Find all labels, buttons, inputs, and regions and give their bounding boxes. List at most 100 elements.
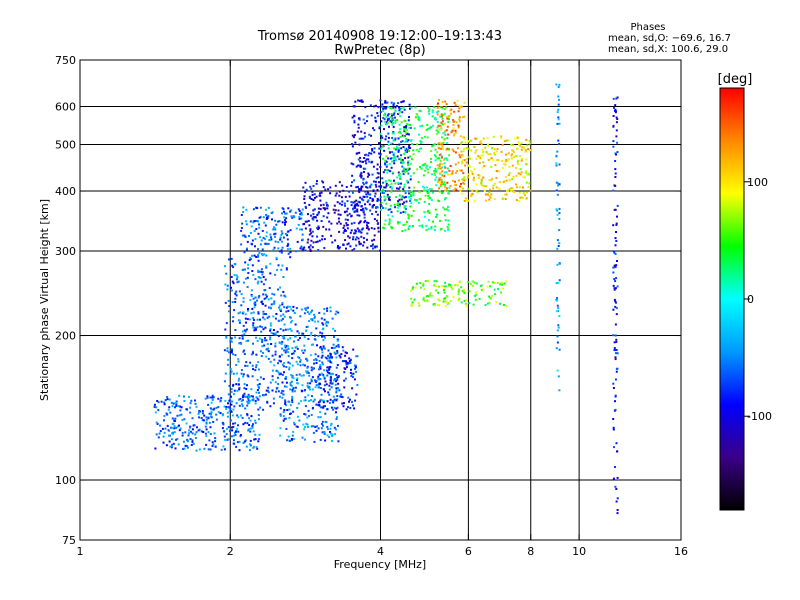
echo-point [321, 322, 324, 325]
echo-point [463, 299, 466, 302]
echo-point [172, 432, 175, 435]
echo-point [460, 141, 463, 144]
echo-point [373, 218, 376, 221]
echo-point [351, 174, 354, 177]
echo-point [373, 105, 376, 108]
echo-point [476, 149, 478, 152]
echo-point [428, 202, 431, 205]
echo-point [233, 389, 236, 392]
echo-point [267, 386, 270, 389]
echo-point [315, 380, 318, 383]
echo-point [304, 438, 306, 441]
echo-point [230, 370, 233, 373]
echo-point [261, 338, 264, 341]
echo-point [322, 405, 325, 408]
echo-point [228, 310, 231, 313]
echo-point [266, 216, 268, 219]
echo-point [243, 440, 246, 443]
echo-point [557, 118, 560, 121]
echo-point [555, 208, 558, 211]
echo-point [428, 108, 431, 111]
echo-point [449, 284, 452, 286]
echo-point [556, 304, 559, 307]
echo-point [254, 402, 257, 405]
echo-point [261, 273, 264, 276]
echo-point [355, 236, 358, 239]
echo-point [340, 353, 343, 356]
echo-point [362, 209, 365, 212]
echo-point [403, 135, 406, 137]
echo-point [342, 227, 345, 229]
echo-point [381, 177, 384, 180]
echo-point [252, 368, 255, 371]
echo-point [279, 373, 282, 375]
echo-point [312, 216, 315, 219]
echo-point [269, 233, 272, 236]
echo-point [380, 124, 383, 127]
echo-point [153, 405, 156, 408]
echo-point [323, 431, 326, 434]
echo-point [418, 304, 421, 307]
echo-point [251, 426, 254, 429]
echo-point [333, 204, 336, 207]
echo-point [219, 412, 222, 415]
echo-point [317, 207, 320, 210]
echo-point [170, 446, 173, 449]
echo-point [334, 313, 337, 316]
echo-point [371, 244, 374, 247]
echo-point [461, 289, 464, 292]
echo-point [248, 424, 251, 426]
echo-point [268, 287, 271, 289]
echo-point [303, 312, 306, 315]
echo-point [402, 173, 405, 176]
echo-point [391, 226, 394, 229]
echo-point [234, 354, 237, 357]
echo-point [507, 174, 510, 176]
echo-point [162, 435, 165, 438]
echo-point [444, 198, 446, 201]
echo-point [446, 181, 449, 184]
echo-point [444, 229, 446, 232]
echo-point [277, 390, 280, 393]
echo-point [156, 422, 159, 425]
echo-point [383, 190, 386, 193]
echo-point [614, 253, 617, 255]
echo-point [347, 235, 350, 238]
echo-point [374, 104, 377, 107]
echo-point [290, 308, 293, 311]
echo-point [194, 437, 197, 439]
echo-point [519, 155, 522, 158]
echo-point [310, 425, 313, 428]
echo-point [243, 234, 246, 237]
echo-point [556, 341, 559, 344]
echo-point [436, 164, 439, 167]
echo-point [358, 243, 361, 246]
echo-point [518, 199, 521, 202]
echo-point [389, 208, 392, 211]
echo-point [362, 244, 365, 247]
echo-point [465, 199, 468, 202]
echo-point [329, 310, 332, 313]
chart-subtitle: RwPretec (8p) [334, 43, 425, 58]
echo-point [348, 212, 351, 215]
echo-point [318, 366, 321, 369]
echo-point [473, 294, 476, 297]
echo-point [304, 190, 306, 193]
echo-point [373, 129, 376, 132]
echo-point [332, 400, 334, 403]
echo-point [369, 144, 372, 147]
echo-point [386, 114, 389, 117]
echo-point [344, 351, 347, 354]
echo-point [363, 183, 365, 186]
echo-point [382, 117, 385, 119]
echo-point [309, 354, 312, 357]
echo-point [258, 270, 261, 273]
echo-point [222, 445, 225, 448]
echo-point [394, 158, 397, 161]
echo-point [297, 402, 300, 405]
echo-point [194, 402, 197, 405]
echo-point [306, 220, 308, 223]
echo-point [250, 225, 253, 228]
echo-point [337, 343, 340, 346]
echo-point [404, 207, 407, 210]
